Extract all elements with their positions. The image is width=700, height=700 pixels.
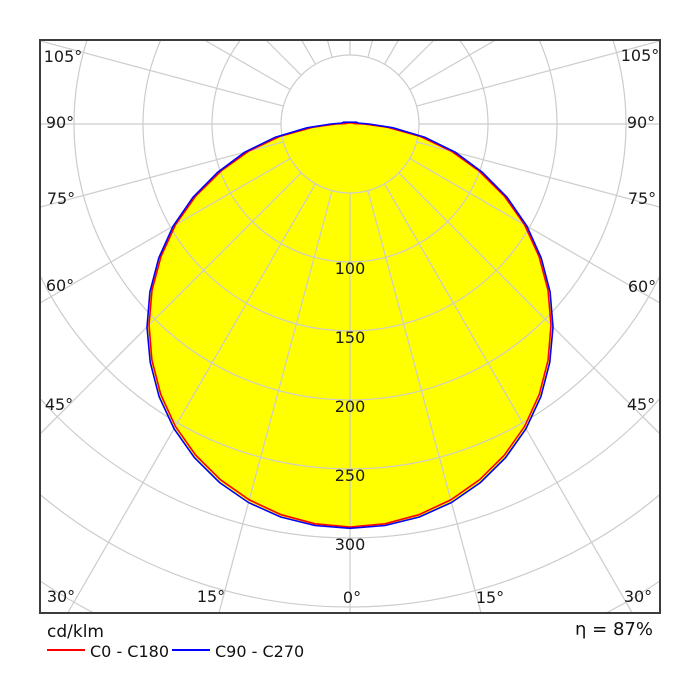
- unit-label: cd/klm: [47, 622, 104, 642]
- angular-grid-spoke: [367, 41, 373, 58]
- angular-grid-spoke: [367, 190, 482, 612]
- gamma-label-left: 45°: [44, 395, 74, 414]
- angular-grid-spoke: [383, 183, 633, 612]
- gamma-label-left: 105°: [43, 47, 83, 66]
- gamma-label-bottom: 30°: [623, 587, 653, 606]
- radial-tick-label: 100: [334, 259, 366, 278]
- legend: C0 - C180 C90 - C270: [47, 641, 547, 661]
- gamma-label-right: 105°: [620, 46, 660, 65]
- gamma-label-right: 45°: [626, 395, 656, 414]
- gamma-label-right: 60°: [627, 277, 657, 296]
- gamma-label-right: 90°: [626, 113, 656, 132]
- gamma-label-bottom: 15°: [196, 587, 226, 606]
- angular-grid-spoke: [409, 157, 659, 304]
- angular-grid-spoke: [41, 41, 284, 107]
- angular-grid-spoke: [218, 190, 333, 612]
- radial-tick-label: 300: [334, 535, 366, 554]
- efficiency-label: η = 87%: [575, 619, 653, 640]
- gamma-label-bottom: 30°: [46, 587, 76, 606]
- angular-grid-spoke: [205, 41, 291, 91]
- angular-grid-spoke: [409, 41, 495, 91]
- legend-label-c0-c180: C0 - C180: [90, 642, 170, 661]
- angular-grid-spoke: [416, 141, 659, 208]
- curve-c0-c180: [148, 122, 552, 528]
- curve-c90-c270: [146, 121, 554, 530]
- angular-grid-spoke: [41, 141, 284, 208]
- gamma-label-left: 60°: [45, 276, 75, 295]
- legend-line-c90-c270: [172, 649, 210, 651]
- radial-tick-label: 250: [334, 466, 366, 485]
- angular-grid-spoke: [398, 172, 659, 434]
- angular-grid-spoke: [327, 41, 333, 58]
- angular-grid-spoke: [416, 41, 659, 107]
- gamma-label-bottom: 15°: [475, 588, 505, 607]
- angular-grid-spoke: [41, 172, 302, 434]
- legend-label-c90-c270: C90 - C270: [215, 642, 305, 661]
- gamma-label-left: 75°: [46, 189, 76, 208]
- radial-tick-label: 200: [334, 397, 366, 416]
- legend-line-c0-c180: [47, 649, 85, 651]
- gamma-label-left: 90°: [45, 113, 75, 132]
- angular-grid-spoke: [41, 157, 291, 304]
- gamma-label-right: 75°: [627, 189, 657, 208]
- gamma-label-bottom: 0°: [342, 588, 362, 607]
- radial-tick-label: 150: [334, 328, 366, 347]
- plot-border: [39, 39, 661, 614]
- angular-grid-spoke: [67, 183, 317, 612]
